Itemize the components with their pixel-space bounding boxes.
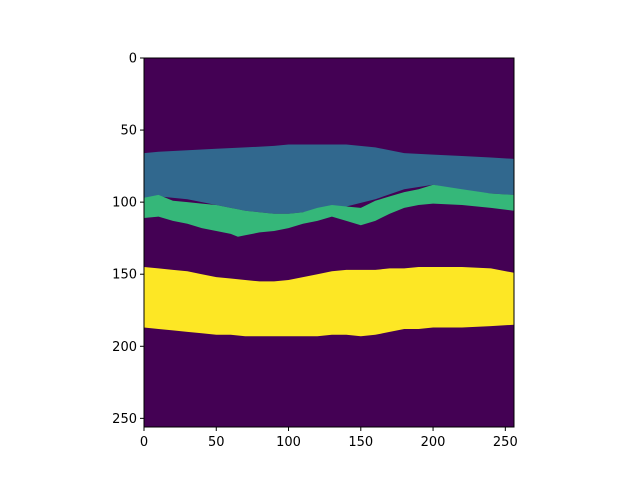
y-tick-label: 200 (112, 340, 137, 355)
x-tick-label: 100 (276, 435, 301, 450)
y-tick-label: 100 (112, 196, 137, 211)
x-tick-label: 250 (493, 435, 518, 450)
y-tick-label: 50 (120, 124, 137, 139)
region-class-1 (144, 144, 514, 214)
x-tick-label: 150 (348, 435, 373, 450)
segmentation-regions (144, 144, 514, 337)
region-class-2 (144, 184, 514, 237)
region-class-3 (144, 267, 514, 337)
y-tick-label: 250 (112, 412, 137, 427)
x-tick-label: 0 (140, 435, 148, 450)
axes-frame (143, 57, 515, 428)
x-axis: 0 50 100 150 200 250 (140, 427, 518, 450)
x-tick-label: 200 (421, 435, 446, 450)
plot-area (143, 57, 515, 428)
y-axis: 0 50 100 150 200 250 (112, 52, 144, 427)
y-tick-label: 0 (129, 52, 137, 67)
y-tick-label: 150 (112, 268, 137, 283)
x-tick-label: 50 (208, 435, 225, 450)
class-0-background (144, 58, 514, 427)
